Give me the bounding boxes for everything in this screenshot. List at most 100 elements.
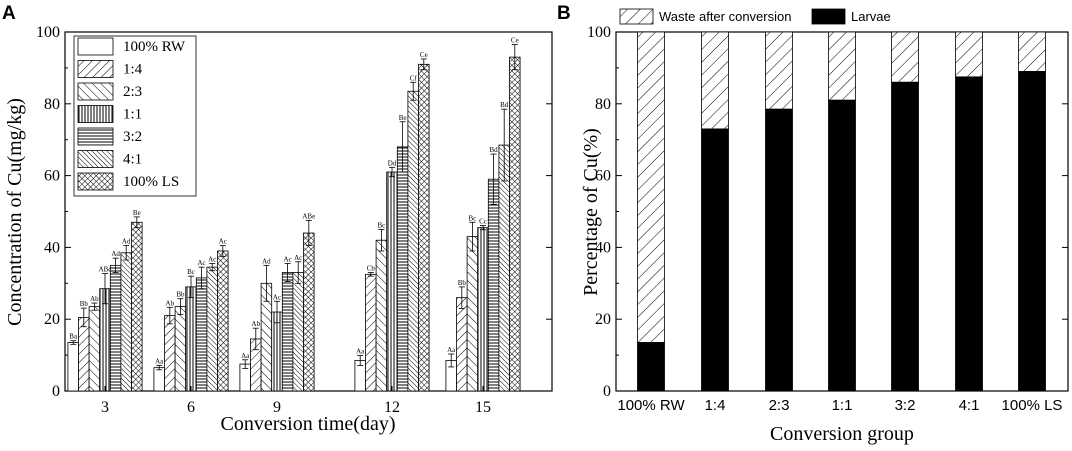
panel-b-bar-waste: [1018, 31, 1046, 72]
panel-a-significance-label: Cf: [410, 74, 418, 82]
panel-a-significance-label: Cc: [479, 218, 487, 226]
panel-a-significance-label: Dd: [388, 159, 397, 167]
panel-b-x-tick-label: 4:1: [959, 397, 980, 414]
panel-a-bar: [78, 317, 90, 392]
panel-b-bar-larvae: [1018, 71, 1046, 392]
panel-a-bar: [271, 311, 283, 392]
panel-b-bar-larvae: [701, 128, 729, 392]
panel-b-x-label: Conversion group: [770, 423, 914, 445]
panel-a-bar: [153, 367, 165, 392]
panel-b-bar-larvae: [891, 81, 919, 392]
panel-a-significance-label: Ab: [252, 320, 261, 328]
panel-a-significance-label: Ac: [208, 256, 216, 264]
panel-a-bar: [487, 178, 500, 392]
panel-b-bars: [637, 31, 1046, 392]
panel-b-bar-waste: [701, 31, 729, 130]
panel-a-bar: [386, 171, 398, 392]
panel-a-legend-swatch: [77, 150, 114, 168]
panel-a-significance-label: Aa: [241, 352, 250, 360]
panel-a-bar: [303, 232, 315, 392]
panel-a-y-tick-label: 100: [36, 24, 60, 41]
panel-a-x-tick-label: 12: [384, 399, 400, 416]
panel-a-bar: [375, 239, 388, 392]
panel-a-significance-label: Bc: [469, 214, 477, 222]
panel-a-significance-label: Ac: [198, 259, 206, 267]
panel-a-legend-swatch: [77, 172, 114, 191]
panel-a-bar: [418, 63, 430, 392]
panel-b-bar-larvae: [828, 99, 856, 392]
panel-a-legend-swatch: [77, 105, 114, 123]
panel-a-bar: [407, 90, 419, 392]
panel-a-legend-label: 3:2: [123, 129, 142, 145]
panel-a-significance-label: Be: [399, 114, 407, 122]
panel-a-bar: [109, 264, 122, 392]
panel-a-bar: [292, 272, 304, 392]
panel-a-x-axis: 3 6 9 12 15: [101, 386, 491, 416]
panel-b-y-tick-label: 20: [595, 311, 611, 328]
panel-a-x-tick-label: 6: [187, 399, 195, 416]
panel-a-significance-label: Bb: [176, 291, 185, 299]
panel-a-bar: [217, 250, 229, 392]
panel-a-bar: [164, 315, 176, 392]
panel-a-significance-label: ABc: [99, 266, 112, 274]
panel-a-legend-swatch: [77, 37, 114, 56]
panel-a-significance-label: Cb: [367, 265, 376, 273]
panel-a-significance-label: Bc: [187, 268, 195, 276]
panel-a-bar: [195, 277, 208, 392]
panel-b-y-tick-label: 80: [595, 96, 611, 113]
panel-a-legend-label: 1:4: [123, 62, 143, 78]
panel-a-significance-label: Bb: [80, 300, 89, 308]
panel-a-significance-label: Aa: [447, 346, 456, 354]
panel-a-y-tick-label: 20: [44, 311, 60, 328]
panel-a-legend-swatch: [77, 82, 114, 101]
panel-a-legend-label: 1:1: [123, 107, 142, 123]
panel-a-x-tick-label: 3: [101, 399, 109, 416]
panel-a-significance-label: Ad: [262, 257, 271, 265]
panel-a-significance-label: ABe: [302, 212, 315, 220]
panel-a-significance-label: Ac: [273, 293, 281, 301]
panel-a-legend-swatch: [77, 127, 114, 146]
panel-b-bar-larvae: [765, 108, 793, 392]
panel-a-significance-label: Ac: [219, 238, 227, 246]
panel-b-y-label: Percentage of Cu(%): [580, 128, 602, 296]
panel-b-bar-waste: [955, 31, 983, 78]
panel-a-significance-label: Ac: [284, 256, 292, 264]
panel-b-y-tick-label: 100: [587, 24, 611, 41]
panel-a-significance-label: Ba: [69, 333, 78, 341]
panel-a-significance-label: Ab: [166, 299, 175, 307]
panel-a-y-tick-label: 0: [52, 383, 60, 400]
panel-b-bar-waste: [891, 31, 919, 83]
panel-a-x-tick-label: 9: [273, 399, 281, 416]
panel-b-legend: Waste after conversion Larvae: [619, 8, 891, 25]
panel-a-bar: [281, 272, 294, 392]
panel-b-bar-waste: [765, 31, 793, 110]
panel-a-bar: [185, 286, 197, 392]
panel-a-bar: [67, 342, 79, 392]
panel-b-bar-waste: [828, 31, 856, 101]
panel-a-bar: [206, 266, 218, 392]
panel-a-significance-label: Bd: [490, 146, 499, 154]
panel-a-bar: [131, 221, 143, 392]
panel-a-significance-label: Bc: [378, 221, 386, 229]
panel-b-x-tick-label: 1:4: [705, 397, 726, 414]
panel-a-significance-label: Bd: [500, 101, 509, 109]
panel-a-significance-label: Bb: [458, 279, 467, 287]
panel-a-y-tick-label: 80: [44, 96, 60, 113]
panel-a-bar: [120, 252, 132, 392]
panel-a-x-tick-label: 15: [475, 399, 491, 416]
panel-a-legend: 100% RW 1:4 2:3 1:1 3:2 4:1 100% LS: [73, 35, 197, 197]
panel-a-bar: [466, 236, 479, 392]
panel-b-x-tick-label: 3:2: [895, 397, 916, 414]
panel-a-y-tick-label: 60: [44, 168, 60, 185]
panel-a-x-label: Conversion time(day): [221, 413, 396, 435]
panel-b-bar-larvae: [637, 342, 665, 392]
panel-b-legend-swatch-larvae: [811, 8, 846, 25]
panel-a-bar: [509, 56, 521, 392]
panel-b-y-tick-label: 40: [595, 239, 611, 256]
panel-a-bar: [498, 144, 510, 392]
panel-a-bar: [396, 146, 409, 392]
panel-a-legend-label: 100% RW: [123, 39, 186, 55]
panel-a-y-tick-label: 40: [44, 239, 60, 256]
panel-a-bar: [174, 306, 187, 392]
panel-b-legend-swatch-waste: [619, 8, 654, 25]
